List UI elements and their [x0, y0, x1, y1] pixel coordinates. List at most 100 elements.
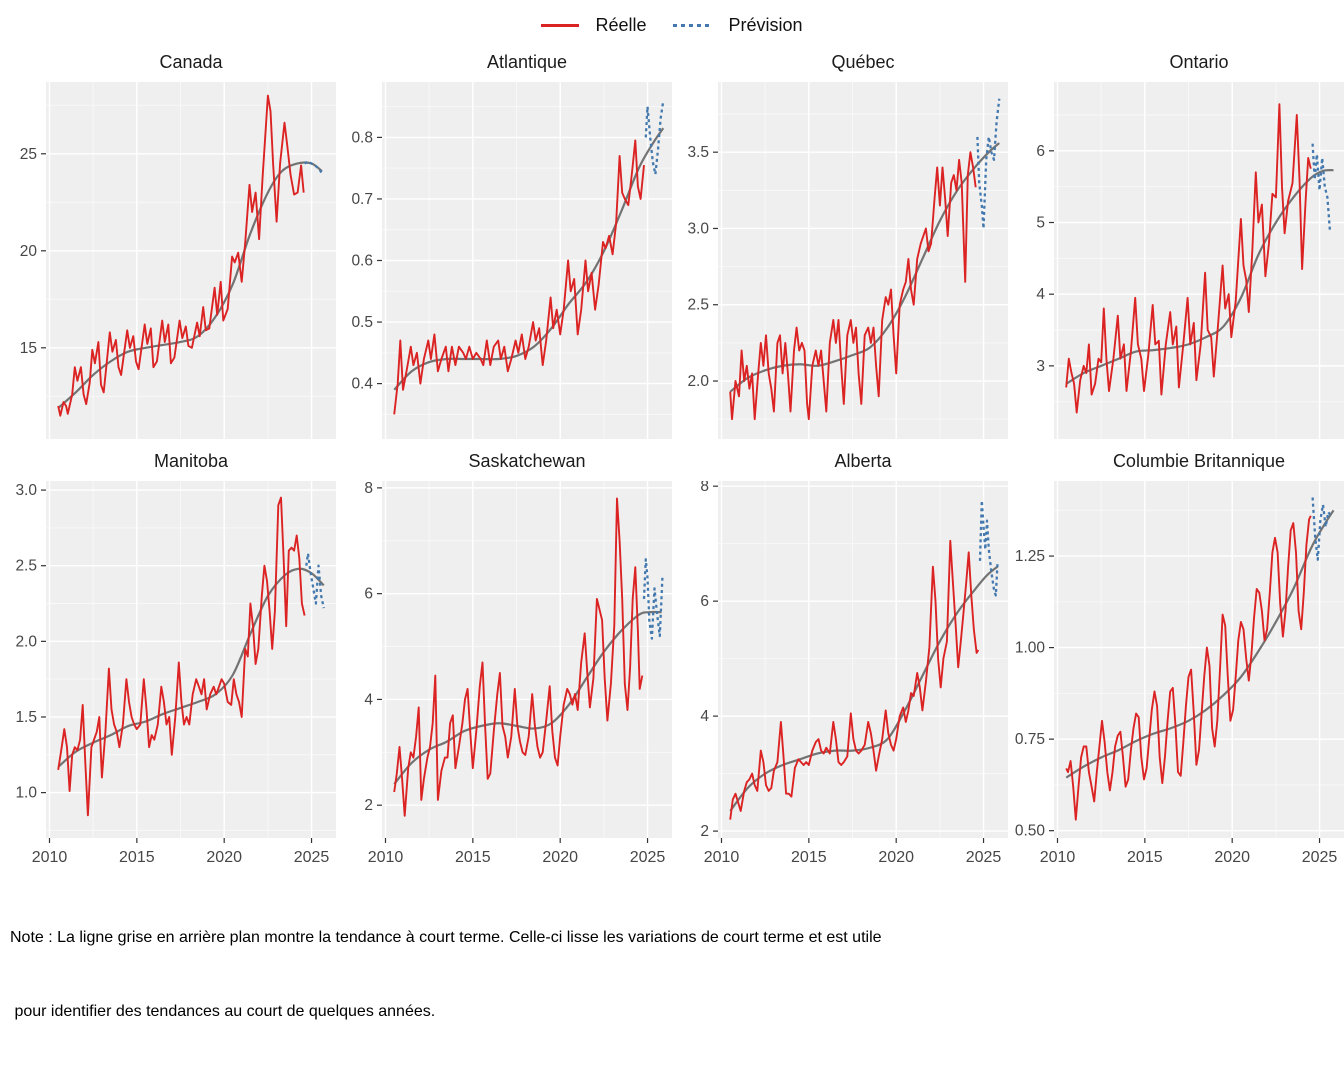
panel-title: Québec	[831, 52, 895, 72]
forecast-line	[305, 552, 325, 609]
x-tick-label: 2010	[32, 849, 68, 866]
y-tick-label: 0.50	[1015, 823, 1046, 840]
x-tick-label: 2020	[1214, 849, 1250, 866]
panel-quebec-plot: 2.0 2.5 3.0 3.5	[687, 82, 1008, 439]
panel-columbie-britannique: Columbie Britannique 0.50 0.75 1.00 1.25 201…	[1008, 439, 1344, 868]
y-tick-label: 2.0	[687, 373, 709, 390]
y-tick-label: 8	[364, 481, 373, 497]
y-tick-label: 3	[1036, 358, 1045, 375]
actual-line	[393, 497, 644, 817]
panel-alberta: Alberta 2 4 6 8 2010 2015 2020 2025	[672, 439, 1008, 868]
panel-quebec: Québec 2.0 2.5 3.0 3.5	[672, 40, 1008, 439]
trend-line	[729, 565, 999, 812]
y-tick-label: 1.25	[1015, 548, 1045, 565]
legend-actual-label: Réelle	[595, 14, 647, 35]
actual-line	[393, 139, 645, 415]
actual-line	[1065, 103, 1312, 414]
plot-background	[718, 481, 1008, 838]
y-tick-label: 1.0	[15, 785, 37, 802]
x-tick-label: 2020	[206, 849, 242, 866]
y-tick-label: 25	[20, 146, 37, 163]
x-tick-label: 2010	[1040, 849, 1076, 866]
x-tick-label: 2015	[455, 849, 491, 866]
panel-columbie-britannique-plot: 0.50 0.75 1.00 1.25 2010 2015 2020 2025	[1015, 481, 1344, 866]
panel-canada: Canada 15 20 25	[0, 40, 336, 439]
y-tick-label: 3.0	[15, 482, 37, 499]
x-tick-label: 2025	[294, 849, 330, 866]
y-tick-label: 1.00	[1015, 640, 1046, 657]
x-tick-label: 2015	[791, 849, 827, 866]
panel-ontario: Ontario 3 4 5 6	[1008, 40, 1344, 439]
actual-line	[729, 151, 977, 421]
forecast-line	[1311, 497, 1332, 561]
panel-title: Ontario	[1169, 52, 1229, 72]
y-tick-label: 2.5	[15, 558, 37, 575]
footnote-line-2: pour identifier des tendances au court d…	[10, 1002, 436, 1020]
forecast-line	[642, 558, 664, 640]
y-tick-label: 2	[364, 797, 373, 814]
x-tick-label: 2025	[1302, 849, 1338, 866]
panel-atlantique: Atlantique 0.4 0.5 0.6 0.7 0.8	[336, 40, 672, 439]
panel-saskatchewan: Saskatchewan 2 4 6 8 2010 2015 2020 2025	[336, 439, 672, 868]
panel-atlantique-plot: 0.4 0.5 0.6 0.7 0.8	[351, 82, 672, 439]
footnote-line-1: Note : La ligne grise en arrière plan mo…	[10, 928, 882, 946]
panel-title: Canada	[159, 52, 223, 72]
panel-saskatchewan-plot: 2 4 6 8 2010 2015 2020 2025	[364, 481, 672, 866]
y-tick-label: 8	[700, 481, 709, 495]
x-tick-label: 2015	[1127, 849, 1163, 866]
x-tick-label: 2010	[704, 849, 740, 866]
y-tick-label: 2	[700, 823, 709, 840]
panel-grid: Canada 15 20 25 Atlantique 0.4 0.5 0.6 0.7 0.8…	[0, 40, 1344, 868]
y-tick-label: 4	[700, 708, 709, 725]
actual-line	[729, 539, 980, 820]
chart-legend: Réelle Prévision	[0, 0, 1344, 40]
plot-background	[382, 481, 672, 838]
y-tick-label: 4	[364, 691, 373, 708]
plot-background	[1054, 82, 1344, 439]
forecast-line	[976, 98, 1001, 230]
y-tick-label: 2.5	[687, 297, 709, 314]
y-tick-label: 6	[1036, 143, 1045, 160]
x-tick-label: 2010	[368, 849, 404, 866]
panel-title: Manitoba	[153, 451, 229, 471]
trend-line	[393, 610, 662, 785]
forecast-line	[644, 100, 665, 176]
forecast-line	[1311, 143, 1332, 232]
plot-background	[46, 481, 336, 838]
y-tick-label: 4	[1036, 286, 1045, 303]
y-tick-label: 1.5	[15, 709, 37, 726]
x-tick-label: 2020	[542, 849, 578, 866]
panel-title: Saskatchewan	[468, 451, 586, 471]
panel-alberta-plot: 2 4 6 8 2010 2015 2020 2025	[700, 481, 1008, 866]
panel-canada-plot: 15 20 25	[20, 82, 336, 439]
actual-line	[57, 94, 305, 417]
legend-item-actual: Réelle	[541, 14, 647, 36]
y-tick-label: 20	[20, 243, 38, 260]
legend-item-forecast: Prévision	[672, 15, 803, 36]
y-tick-label: 0.4	[351, 376, 373, 393]
x-tick-label: 2025	[966, 849, 1002, 866]
panel-manitoba-plot: 1.0 1.5 2.0 2.5 3.0 2010 2015 2020 2025	[15, 481, 336, 866]
x-tick-label: 2015	[119, 849, 155, 866]
y-tick-label: 15	[20, 340, 37, 357]
forecast-line	[304, 160, 324, 176]
trend-line	[1065, 509, 1335, 779]
y-tick-label: 3.0	[687, 220, 709, 237]
panel-ontario-plot: 3 4 5 6	[1036, 82, 1344, 439]
y-tick-label: 0.8	[351, 129, 373, 146]
actual-line	[57, 496, 306, 817]
y-tick-label: 6	[364, 586, 373, 603]
x-tick-label: 2025	[630, 849, 666, 866]
actual-line	[1065, 515, 1312, 821]
y-tick-label: 0.5	[351, 314, 373, 331]
y-tick-label: 0.7	[351, 191, 373, 208]
y-tick-label: 0.75	[1015, 731, 1045, 748]
y-tick-label: 2.0	[15, 633, 37, 650]
y-tick-label: 5	[1036, 215, 1045, 232]
panel-title: Columbie Britannique	[1112, 451, 1286, 471]
legend-actual-line-icon	[541, 23, 580, 27]
panel-title: Alberta	[834, 451, 892, 471]
footnote: Note : La ligne grise en arrière plan mo…	[0, 868, 1344, 1074]
panel-title: Atlantique	[486, 52, 568, 72]
